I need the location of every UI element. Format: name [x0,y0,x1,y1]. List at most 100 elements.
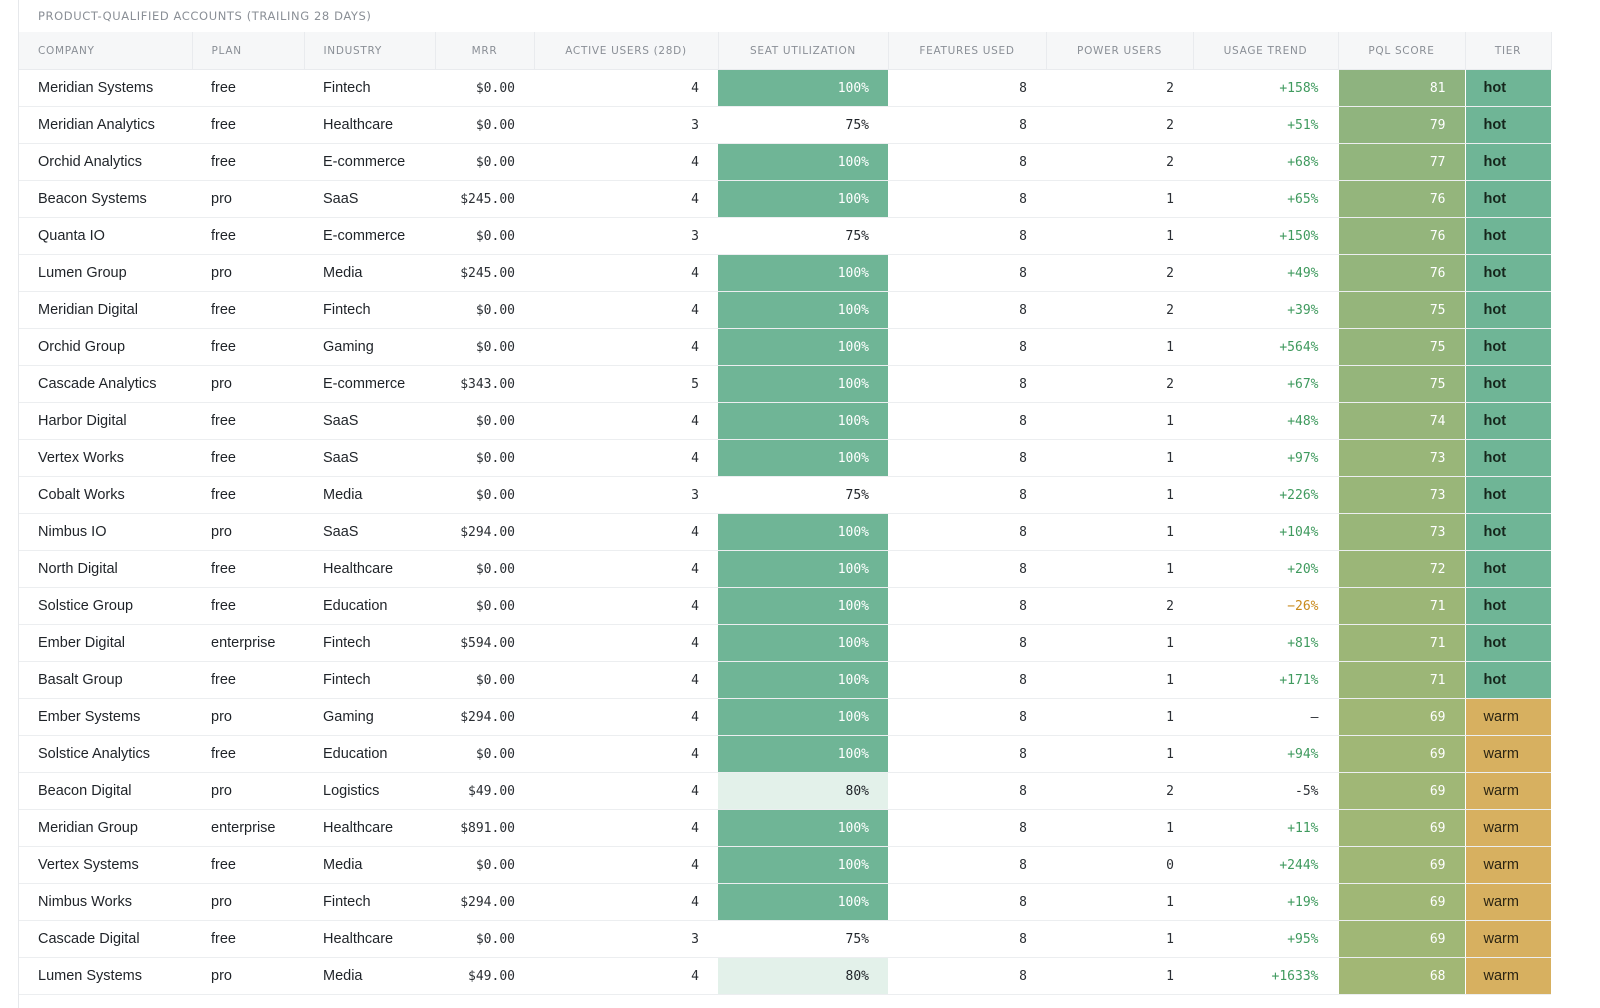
table-row[interactable]: Solstice Group free Education $0.00 4 100% 8 2−… [19,587,1551,625]
column-header-usage-trend[interactable]: USAGE TREND [1193,32,1339,70]
column-header-company[interactable]: COMPANY [19,32,193,70]
cell-industry: Education [304,587,435,625]
column-header-power-users[interactable]: POWER USERS [1046,32,1194,70]
cell-tier: warm [1464,883,1551,921]
table-row[interactable]: Quanta IO free E-commerce $0.00 3 75% 8 1 +150% 7… [19,217,1551,255]
cell-seat-utilization: 100% [718,883,888,921]
cell-active-users: 3 [534,476,718,514]
table-row[interactable]: Vertex Works free SaaS $0.00 4 100% 8 1 +97% 73 ho… [19,439,1551,477]
table-row[interactable]: Orchid Analytics free E-commerce $0.00 4 100%… [19,143,1551,181]
cell-power-users: 1 [1046,957,1193,995]
cell-mrr: $0.00 [435,439,534,477]
cell-power-users: 1 [1046,624,1193,662]
cell-tier: hot [1464,328,1551,366]
cell-power-users: 1 [1046,809,1193,847]
cell-industry: Gaming [304,328,435,366]
cell-company: Quanta IO [19,217,192,255]
cell-active-users: 4 [534,624,718,662]
table-row[interactable]: Solstice Analytics free Education $0.00 4 100… [19,735,1551,773]
cell-usage-trend: +158% [1193,69,1338,107]
column-header-features-used[interactable]: FEATURES USED [888,32,1047,70]
cell-industry: Fintech [304,624,435,662]
cell-company: Lumen Group [19,254,192,292]
table-row[interactable]: Nimbus Works pro Fintech $294.00 4 100% 8 1 +19%… [19,883,1551,921]
table-row[interactable]: Orchid Group free Gaming $0.00 4 100% 8 1 +564% 7… [19,328,1551,366]
cell-power-users: 2 [1046,291,1193,329]
cell-features-used: 8 [888,402,1046,440]
cell-seat-utilization: 75% [718,106,888,144]
table-row[interactable]: Ember Systems pro Gaming $294.00 4 100% 8 1–69 w… [19,698,1551,736]
cell-usage-trend: – [1193,698,1338,736]
cell-tier: hot [1464,402,1551,440]
cell-usage-trend: +49% [1193,254,1338,292]
cell-active-users: 3 [534,106,718,144]
column-header-pql-score[interactable]: PQL SCORE [1338,32,1466,70]
cell-usage-trend: +20% [1193,550,1338,588]
cell-power-users: 2 [1046,254,1193,292]
cell-pql-score: 69 [1337,883,1466,921]
table-row[interactable]: Cascade Analytics pro E-commerce $343.00 5 10… [19,365,1551,403]
cell-pql-score: 72 [1337,550,1466,588]
table-row[interactable]: Beacon Digital pro Logistics $49.00 4 80% 8 2 -5… [19,772,1551,810]
table-row[interactable]: Cobalt Works free Media $0.00 3 75% 8 1 +226% 73 h… [19,476,1551,514]
cell-usage-trend: +97% [1193,439,1338,477]
cell-plan: enterprise [192,624,304,662]
cell-plan: pro [192,957,304,995]
cell-features-used: 8 [888,587,1046,625]
cell-mrr: $0.00 [435,735,534,773]
table-row[interactable]: Vertex Systems free Media $0.00 4 100% 8 0 +244%… [19,846,1551,884]
table-row[interactable]: Ember Digital enterprise Fintech $594.00 4 10… [19,624,1551,662]
cell-features-used: 8 [888,439,1046,477]
table-row[interactable]: Nimbus IO pro SaaS $294.00 4 100% 8 1 +104% 73 hot [19,513,1551,551]
cell-pql-score: 69 [1337,698,1466,736]
column-header-tier[interactable]: TIER [1465,32,1552,70]
table-row[interactable]: Meridian Analytics free Healthcare $0.00 3 75… [19,106,1551,144]
cell-power-users: 2 [1046,106,1193,144]
cell-features-used: 8 [888,550,1046,588]
table-row[interactable]: Meridian Systems free Fintech $0.00 4 100% 8 2 +… [19,69,1551,107]
cell-seat-utilization: 100% [718,550,888,588]
table-row[interactable]: Cascade Digital free Healthcare $0.00 3 75% 8 1… [19,920,1551,958]
pql-accounts-table: COMPANY PLAN INDUSTRY MRR ACTIVE USERS (… [19,32,1552,995]
cell-plan: enterprise [192,809,304,847]
table-row[interactable]: Meridian Digital free Fintech $0.00 4 100% 8 2 +… [19,291,1551,329]
cell-plan: free [192,661,304,699]
column-header-active-users[interactable]: ACTIVE USERS (28D) [534,32,719,70]
cell-seat-utilization: 80% [718,957,888,995]
cell-usage-trend: +95% [1193,920,1338,958]
cell-industry: SaaS [304,439,435,477]
cell-tier: warm [1464,772,1551,810]
cell-plan: pro [192,254,304,292]
cell-pql-score: 71 [1337,661,1466,699]
cell-tier: warm [1464,920,1551,958]
cell-mrr: $0.00 [435,69,534,107]
column-header-seat-utilization[interactable]: SEAT UTILIZATION [718,32,889,70]
cell-tier: hot [1464,365,1551,403]
column-header-plan[interactable]: PLAN [192,32,305,70]
column-header-mrr[interactable]: MRR [435,32,535,70]
cell-plan: free [192,143,304,181]
column-header-industry[interactable]: INDUSTRY [304,32,436,70]
cell-seat-utilization: 100% [718,624,888,662]
cell-mrr: $294.00 [435,883,534,921]
cell-active-users: 4 [534,735,718,773]
table-row[interactable]: Harbor Digital free SaaS $0.00 4 100% 8 1 +48% 74… [19,402,1551,440]
cell-features-used: 8 [888,698,1046,736]
cell-company: Vertex Works [19,439,192,477]
table-row[interactable]: Lumen Systems pro Media $49.00 4 80% 8 1 +1633% 6… [19,957,1551,995]
cell-active-users: 4 [534,513,718,551]
table-row[interactable]: Meridian Group enterprise Healthcare $891.0… [19,809,1551,847]
table-row[interactable]: Beacon Systems pro SaaS $245.00 4 100% 8 1 +65% 7… [19,180,1551,218]
cell-seat-utilization: 100% [718,735,888,773]
cell-company: Meridian Analytics [19,106,192,144]
cell-power-users: 1 [1046,513,1193,551]
cell-usage-trend: +171% [1193,661,1338,699]
cell-plan: pro [192,772,304,810]
cell-industry: SaaS [304,402,435,440]
cell-tier: hot [1464,439,1551,477]
cell-tier: warm [1464,809,1551,847]
cell-power-users: 2 [1046,587,1193,625]
table-row[interactable]: Lumen Group pro Media $245.00 4 100% 8 2 +49% 76 h… [19,254,1551,292]
table-row[interactable]: North Digital free Healthcare $0.00 4 100% 8 1 +… [19,550,1551,588]
table-row[interactable]: Basalt Group free Fintech $0.00 4 100% 8 1 +171%… [19,661,1551,699]
